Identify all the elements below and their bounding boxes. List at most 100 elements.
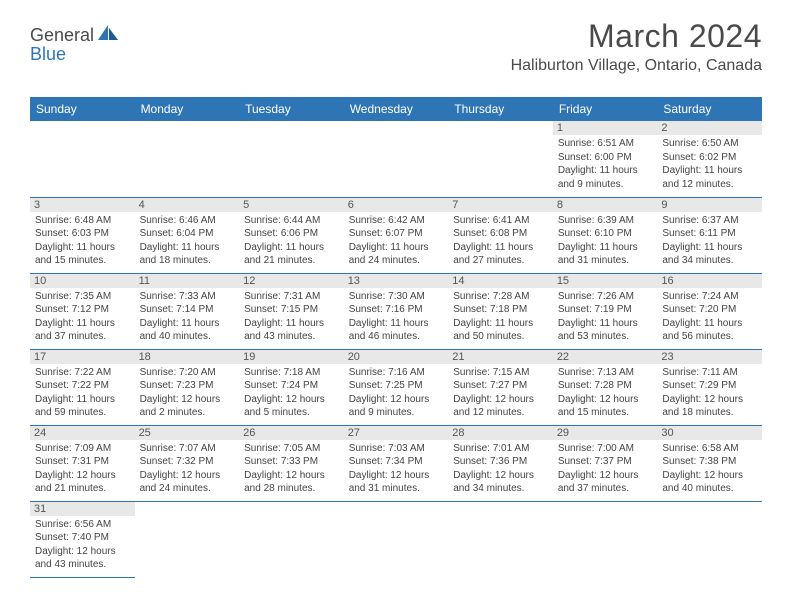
day-info: Sunrise: 7:11 AMSunset: 7:29 PMDaylight:… bbox=[662, 366, 757, 420]
info-line: Sunset: 7:14 PM bbox=[140, 303, 235, 317]
info-line: and 43 minutes. bbox=[35, 558, 130, 572]
info-line: Sunrise: 7:13 AM bbox=[558, 366, 653, 380]
info-line: Sunset: 6:04 PM bbox=[140, 227, 235, 241]
info-line: Sunset: 6:10 PM bbox=[558, 227, 653, 241]
info-line: Sunset: 7:34 PM bbox=[349, 455, 444, 469]
day-number: 12 bbox=[239, 274, 344, 288]
info-line: Daylight: 12 hours bbox=[558, 393, 653, 407]
info-line: Sunrise: 7:09 AM bbox=[35, 442, 130, 456]
calendar-cell bbox=[448, 121, 553, 197]
day-number: 28 bbox=[448, 426, 553, 440]
day-number: 22 bbox=[553, 350, 658, 364]
info-line: and 37 minutes. bbox=[35, 330, 130, 344]
day-number: 1 bbox=[553, 121, 658, 135]
location: Haliburton Village, Ontario, Canada bbox=[511, 57, 762, 75]
info-line: Sunrise: 7:30 AM bbox=[349, 290, 444, 304]
info-line: Sunset: 6:00 PM bbox=[558, 151, 653, 165]
info-line: and 2 minutes. bbox=[140, 406, 235, 420]
day-number: 7 bbox=[448, 198, 553, 212]
logo-sail-icon bbox=[98, 24, 120, 47]
day-number: 10 bbox=[30, 274, 135, 288]
day-number: 3 bbox=[30, 198, 135, 212]
day-number: 6 bbox=[344, 198, 449, 212]
day-number: 31 bbox=[30, 502, 135, 516]
info-line: and 50 minutes. bbox=[453, 330, 548, 344]
month-title: March 2024 bbox=[511, 18, 762, 55]
day-info: Sunrise: 6:48 AMSunset: 6:03 PMDaylight:… bbox=[35, 214, 130, 268]
info-line: Sunset: 7:37 PM bbox=[558, 455, 653, 469]
calendar-week: 1 Sunrise: 6:51 AMSunset: 6:00 PMDaylight… bbox=[30, 121, 762, 197]
info-line: Sunrise: 7:28 AM bbox=[453, 290, 548, 304]
calendar-cell: 31Sunrise: 6:56 AMSunset: 7:40 PMDayligh… bbox=[30, 501, 135, 577]
day-info: Sunrise: 7:20 AMSunset: 7:23 PMDaylight:… bbox=[140, 366, 235, 420]
day-number: 26 bbox=[239, 426, 344, 440]
info-line: and 37 minutes. bbox=[558, 482, 653, 496]
calendar-cell: 10 Sunrise: 7:35 AMSunset: 7:12 PMDayligh… bbox=[30, 273, 135, 349]
calendar-cell: 3 Sunrise: 6:48 AMSunset: 6:03 PMDaylight… bbox=[30, 197, 135, 273]
day-info: Sunrise: 6:37 AMSunset: 6:11 PMDaylight:… bbox=[662, 214, 757, 268]
info-line: and 56 minutes. bbox=[662, 330, 757, 344]
info-line: Daylight: 12 hours bbox=[453, 469, 548, 483]
day-number: 13 bbox=[344, 274, 449, 288]
info-line: Daylight: 11 hours bbox=[35, 393, 130, 407]
day-info: Sunrise: 7:33 AMSunset: 7:14 PMDaylight:… bbox=[140, 290, 235, 344]
info-line: Daylight: 12 hours bbox=[349, 393, 444, 407]
day-number: 5 bbox=[239, 198, 344, 212]
info-line: and 43 minutes. bbox=[244, 330, 339, 344]
day-info: Sunrise: 6:39 AMSunset: 6:10 PMDaylight:… bbox=[558, 214, 653, 268]
day-info: Sunrise: 7:16 AMSunset: 7:25 PMDaylight:… bbox=[349, 366, 444, 420]
calendar-cell: 7 Sunrise: 6:41 AMSunset: 6:08 PMDaylight… bbox=[448, 197, 553, 273]
calendar-cell: 12Sunrise: 7:31 AMSunset: 7:15 PMDayligh… bbox=[239, 273, 344, 349]
title-block: March 2024 Haliburton Village, Ontario, … bbox=[511, 18, 762, 75]
info-line: and 9 minutes. bbox=[558, 178, 653, 192]
day-info: Sunrise: 7:13 AMSunset: 7:28 PMDaylight:… bbox=[558, 366, 653, 420]
info-line: Daylight: 11 hours bbox=[244, 317, 339, 331]
info-line: and 27 minutes. bbox=[453, 254, 548, 268]
day-info: Sunrise: 7:15 AMSunset: 7:27 PMDaylight:… bbox=[453, 366, 548, 420]
day-number: 4 bbox=[135, 198, 240, 212]
day-info: Sunrise: 7:03 AMSunset: 7:34 PMDaylight:… bbox=[349, 442, 444, 496]
info-line: Daylight: 11 hours bbox=[453, 241, 548, 255]
day-info: Sunrise: 7:00 AMSunset: 7:37 PMDaylight:… bbox=[558, 442, 653, 496]
day-header: Saturday bbox=[657, 97, 762, 121]
info-line: Sunset: 7:40 PM bbox=[35, 531, 130, 545]
info-line: Sunrise: 7:03 AM bbox=[349, 442, 444, 456]
info-line: Sunset: 7:33 PM bbox=[244, 455, 339, 469]
info-line: and 59 minutes. bbox=[35, 406, 130, 420]
info-line: Sunset: 6:11 PM bbox=[662, 227, 757, 241]
info-line: and 31 minutes. bbox=[349, 482, 444, 496]
calendar-week: 3 Sunrise: 6:48 AMSunset: 6:03 PMDaylight… bbox=[30, 197, 762, 273]
day-info: Sunrise: 6:58 AMSunset: 7:38 PMDaylight:… bbox=[662, 442, 757, 496]
info-line: Sunset: 7:16 PM bbox=[349, 303, 444, 317]
day-info: Sunrise: 7:05 AMSunset: 7:33 PMDaylight:… bbox=[244, 442, 339, 496]
calendar-week: 17Sunrise: 7:22 AMSunset: 7:22 PMDayligh… bbox=[30, 349, 762, 425]
day-info: Sunrise: 6:51 AMSunset: 6:00 PMDaylight:… bbox=[558, 137, 653, 191]
info-line: Sunrise: 6:51 AM bbox=[558, 137, 653, 151]
info-line: Sunrise: 7:05 AM bbox=[244, 442, 339, 456]
logo-blue-row: Blue bbox=[30, 44, 66, 65]
info-line: Sunrise: 7:15 AM bbox=[453, 366, 548, 380]
info-line: Sunrise: 7:11 AM bbox=[662, 366, 757, 380]
info-line: Daylight: 12 hours bbox=[244, 393, 339, 407]
calendar-cell: 25 Sunrise: 7:07 AMSunset: 7:32 PMDayligh… bbox=[135, 425, 240, 501]
day-info: Sunrise: 7:07 AMSunset: 7:32 PMDaylight:… bbox=[140, 442, 235, 496]
header: General March 2024 Haliburton Village, O… bbox=[30, 18, 762, 75]
info-line: Daylight: 12 hours bbox=[349, 469, 444, 483]
day-info: Sunrise: 6:50 AMSunset: 6:02 PMDaylight:… bbox=[662, 137, 757, 191]
day-info: Sunrise: 6:41 AMSunset: 6:08 PMDaylight:… bbox=[453, 214, 548, 268]
calendar-cell bbox=[135, 501, 240, 577]
info-line: Daylight: 11 hours bbox=[140, 241, 235, 255]
day-number: 25 bbox=[135, 426, 240, 440]
info-line: Sunset: 7:31 PM bbox=[35, 455, 130, 469]
info-line: Sunrise: 7:20 AM bbox=[140, 366, 235, 380]
day-info: Sunrise: 7:35 AMSunset: 7:12 PMDaylight:… bbox=[35, 290, 130, 344]
info-line: Daylight: 12 hours bbox=[35, 469, 130, 483]
info-line: Sunset: 6:02 PM bbox=[662, 151, 757, 165]
calendar-cell: 22 Sunrise: 7:13 AMSunset: 7:28 PMDayligh… bbox=[553, 349, 658, 425]
info-line: Sunrise: 7:18 AM bbox=[244, 366, 339, 380]
info-line: Sunset: 7:38 PM bbox=[662, 455, 757, 469]
calendar-cell: 30Sunrise: 6:58 AMSunset: 7:38 PMDayligh… bbox=[657, 425, 762, 501]
calendar-cell: 5Sunrise: 6:44 AMSunset: 6:06 PMDaylight… bbox=[239, 197, 344, 273]
info-line: Sunrise: 6:41 AM bbox=[453, 214, 548, 228]
info-line: Sunset: 6:06 PM bbox=[244, 227, 339, 241]
